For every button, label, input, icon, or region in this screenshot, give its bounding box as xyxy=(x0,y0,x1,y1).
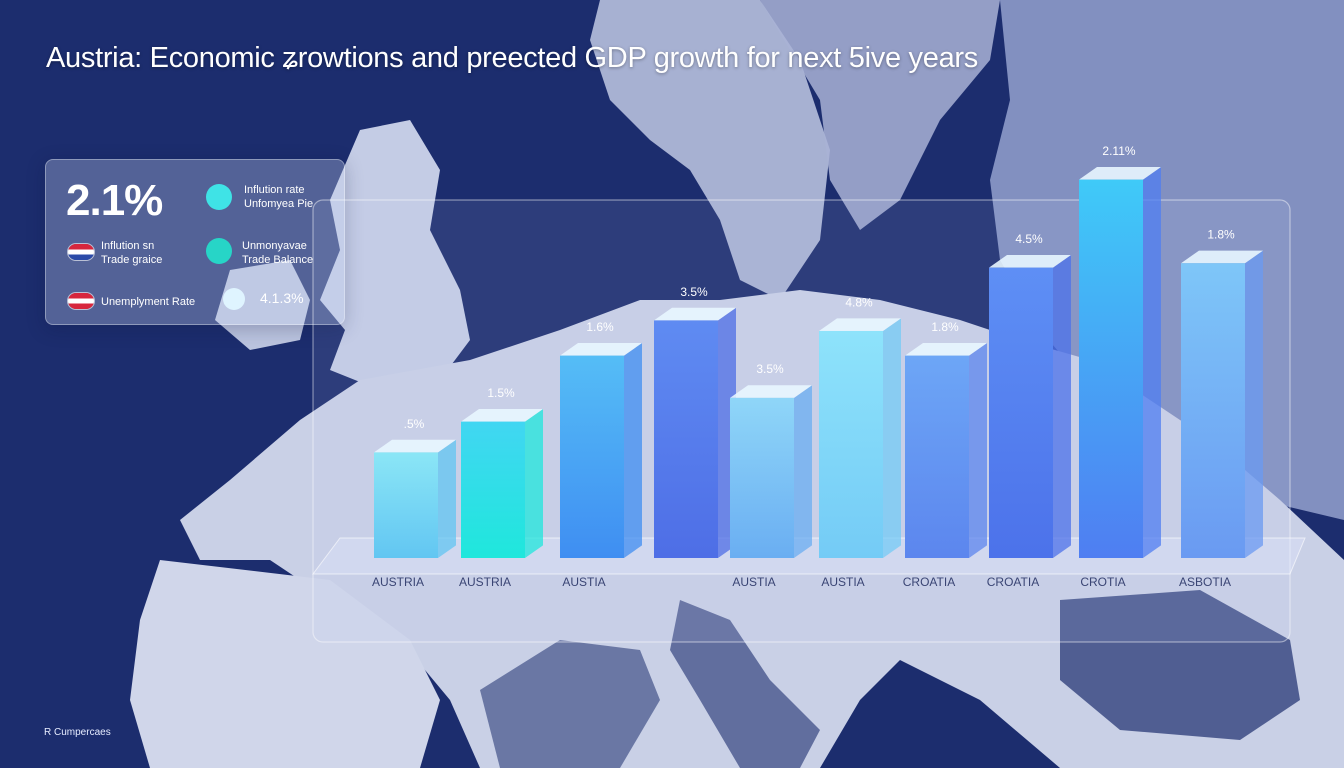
bar-top xyxy=(989,255,1071,268)
legend-label-1a: Inflution rate xyxy=(244,184,305,196)
flag-label-1b: Trade graice xyxy=(101,254,163,266)
austria-flag-icon xyxy=(68,293,94,309)
bar-front xyxy=(819,330,883,558)
category-label-2: AUSTRIA xyxy=(459,575,511,589)
legend-dot-cyan xyxy=(206,184,232,210)
bar-10 xyxy=(1181,250,1263,558)
category-label-9: CROTIA xyxy=(1080,575,1125,589)
data-label-1: .5% xyxy=(404,417,425,431)
bar-top xyxy=(374,439,456,453)
bar-side xyxy=(624,343,642,558)
category-label-7: CROATIA xyxy=(903,575,955,589)
netherlands-flag-icon xyxy=(68,244,94,260)
flag-label-2: Unemplyment Rate xyxy=(101,296,196,308)
bar-top xyxy=(819,318,901,331)
bar-top xyxy=(730,385,812,398)
source-note: R Cumpercaes xyxy=(44,727,111,738)
stats-panel: 2.1% Inflution rate Unfomyea Pie Influti… xyxy=(45,159,345,325)
legend-label-2a: Unmonyavae xyxy=(242,240,307,252)
bar-front xyxy=(374,452,438,558)
legend-label-1b: Unfomyea Pie xyxy=(244,198,314,210)
data-label-8: 4.5% xyxy=(1015,232,1043,246)
headline-value: 2.1% xyxy=(66,176,163,225)
data-label-9: 2.11% xyxy=(1102,144,1135,158)
bar-front xyxy=(905,355,969,558)
bar-side xyxy=(794,385,812,558)
data-label-10: 1.8% xyxy=(1207,228,1235,242)
category-label-5: AUSTIA xyxy=(732,575,775,589)
bar-6 xyxy=(819,318,901,558)
bar-top xyxy=(1181,250,1263,264)
chart-title: Austria: Economic ʑrowtions and preected… xyxy=(46,42,978,74)
category-label-10: ASBOTIA xyxy=(1179,575,1231,589)
bar-front xyxy=(560,355,624,558)
bar-8 xyxy=(989,255,1071,558)
bar-side xyxy=(883,318,901,558)
flag-label-1a: Inflution sn xyxy=(101,240,155,252)
bar-top xyxy=(1079,167,1161,180)
bar-2 xyxy=(461,409,543,558)
bar-side xyxy=(525,409,543,558)
bar-5 xyxy=(730,385,812,558)
bar-front xyxy=(461,421,525,558)
bar-front xyxy=(1181,263,1245,558)
bar-9 xyxy=(1079,167,1161,558)
bar-top xyxy=(654,307,736,321)
bar-front xyxy=(1079,179,1143,558)
category-label-1: AUSTRIA xyxy=(372,575,424,589)
category-label-6: AUSTIA xyxy=(821,575,864,589)
bar-side xyxy=(438,439,456,558)
data-label-5: 3.5% xyxy=(756,362,784,376)
category-label-8: CROATIA xyxy=(987,575,1039,589)
data-label-4: 3.5% xyxy=(680,285,708,299)
bar-side xyxy=(969,343,987,558)
bar-4 xyxy=(654,307,736,558)
legend-label-2b: Trade Balance xyxy=(242,254,314,266)
data-label-6: 4.8% xyxy=(845,295,873,309)
legend-dot-teal xyxy=(206,238,232,264)
bar-front xyxy=(989,267,1053,558)
bar-top xyxy=(461,409,543,422)
bar-1 xyxy=(374,439,456,558)
side-value: 4.1.3% xyxy=(260,290,304,306)
bar-side xyxy=(1143,167,1161,558)
bar-side xyxy=(1245,250,1263,558)
bar-top xyxy=(560,343,642,356)
data-label-2: 1.5% xyxy=(487,386,515,400)
category-label-3: AUSTIA xyxy=(562,575,605,589)
data-label-7: 1.8% xyxy=(931,320,959,334)
bar-front xyxy=(654,320,718,558)
bar-7 xyxy=(905,343,987,558)
bar-3 xyxy=(560,343,642,558)
bar-top xyxy=(905,343,987,356)
legend-dot-white xyxy=(223,288,245,310)
bar-side xyxy=(1053,255,1071,558)
data-label-3: 1.6% xyxy=(586,320,614,334)
bar-front xyxy=(730,397,794,558)
